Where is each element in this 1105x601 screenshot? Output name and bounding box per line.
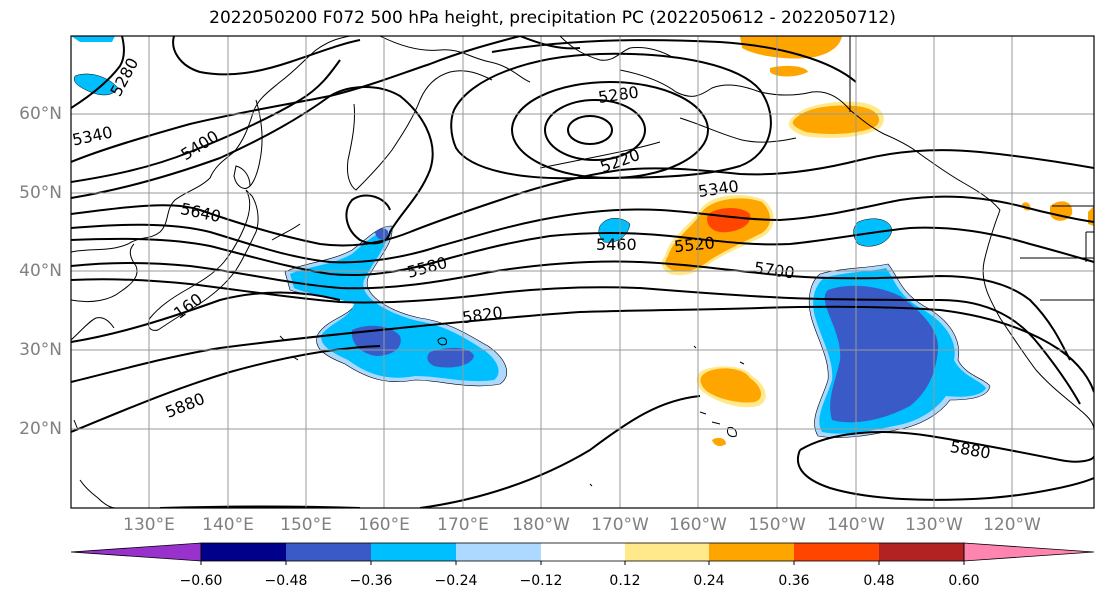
lon-label: 170°W	[591, 515, 649, 535]
lon-label: 150°E	[280, 515, 332, 535]
lon-label: 150°W	[748, 515, 806, 535]
colorbar-frame	[200, 542, 965, 562]
coastlines	[71, 36, 1094, 508]
colorbar-tick-label: −0.48	[264, 573, 308, 589]
contour-label: 160	[170, 289, 206, 322]
lon-label: 180°W	[512, 515, 570, 535]
colorbar-tick-label: 0.12	[609, 573, 641, 589]
lat-label: 60°N	[19, 104, 62, 124]
map-plot-area: 5280 5400 5340 5640 160 5580 5820 5880 5…	[71, 36, 1094, 508]
colorbar-segment	[879, 543, 964, 561]
colorbar-tick-label: −0.12	[519, 573, 563, 589]
colorbar-tick-label: 0.48	[863, 573, 895, 589]
precip-negative-east-dark	[824, 285, 939, 423]
map-title: 2022050200 F072 500 hPa height, precipit…	[209, 8, 896, 28]
contour-label: 5880	[163, 389, 208, 422]
precip-negative-west-dark	[351, 325, 401, 356]
lon-label: 170°E	[437, 515, 489, 535]
map-frame	[70, 35, 1095, 509]
height-contours	[71, 36, 1094, 508]
colorbar-segment	[456, 543, 541, 561]
contour-label: 5340	[71, 122, 115, 149]
colorbar-segment	[625, 543, 709, 561]
precip-positive-north2	[770, 65, 808, 77]
precip-negative-japan-sea	[74, 73, 119, 96]
lon-label: 140°W	[827, 515, 885, 535]
graticule	[71, 36, 1094, 508]
colorbar-segment	[794, 543, 879, 561]
contour-label: 5640	[179, 199, 223, 226]
lon-label: 120°W	[983, 515, 1041, 535]
lat-label: 30°N	[19, 340, 62, 360]
colorbar-tick-label: −0.36	[349, 573, 393, 589]
precip-positive-small	[712, 437, 726, 447]
colorbar-extend-low	[70, 542, 202, 562]
contour-label: 5880	[949, 437, 992, 463]
contour-label: 5460	[596, 235, 637, 254]
colorbar-tick-label: −0.24	[434, 573, 478, 589]
precip-positive-central-dark	[707, 208, 751, 233]
precip-shading	[71, 36, 1094, 447]
precip-positive-north	[740, 36, 842, 59]
colorbar-segment	[371, 543, 456, 561]
lat-label: 50°N	[19, 183, 62, 203]
precip-positive-alaska-mid	[792, 105, 880, 134]
contour-label: 5520	[673, 233, 715, 256]
lon-label: 140°E	[202, 515, 254, 535]
precip-positive-hawaii-mid	[700, 368, 762, 403]
precip-positive-na2	[1088, 206, 1094, 226]
contour-label: 5700	[753, 258, 796, 282]
precip-negative-top-left	[71, 36, 115, 42]
colorbar	[70, 542, 1095, 565]
colorbar-segment	[201, 543, 286, 561]
colorbar-tick-label: 0.24	[693, 573, 725, 589]
lon-label: 130°E	[123, 515, 175, 535]
lon-label: 130°W	[905, 515, 963, 535]
lon-label: 160°E	[358, 515, 410, 535]
lat-label: 20°N	[19, 419, 62, 439]
precip-negative-west-dark3	[375, 228, 389, 240]
colorbar-segment	[286, 543, 371, 561]
contour-label: 5280	[597, 82, 640, 106]
contour-label: 5820	[461, 303, 504, 327]
contour-label: 5580	[405, 253, 449, 282]
colorbar-segment	[709, 543, 794, 561]
contour-label: 5400	[177, 126, 222, 164]
precip-negative-west-dark2	[427, 347, 474, 368]
colorbar-tick-label: 0.60	[948, 573, 980, 589]
lat-label: 40°N	[19, 261, 62, 281]
colorbar-tick-label: −0.60	[179, 573, 223, 589]
colorbar-extend-high	[963, 542, 1095, 562]
lon-label: 160°W	[669, 515, 727, 535]
colorbar-tick-label: 0.36	[778, 573, 810, 589]
colorbar-segment	[541, 543, 625, 561]
